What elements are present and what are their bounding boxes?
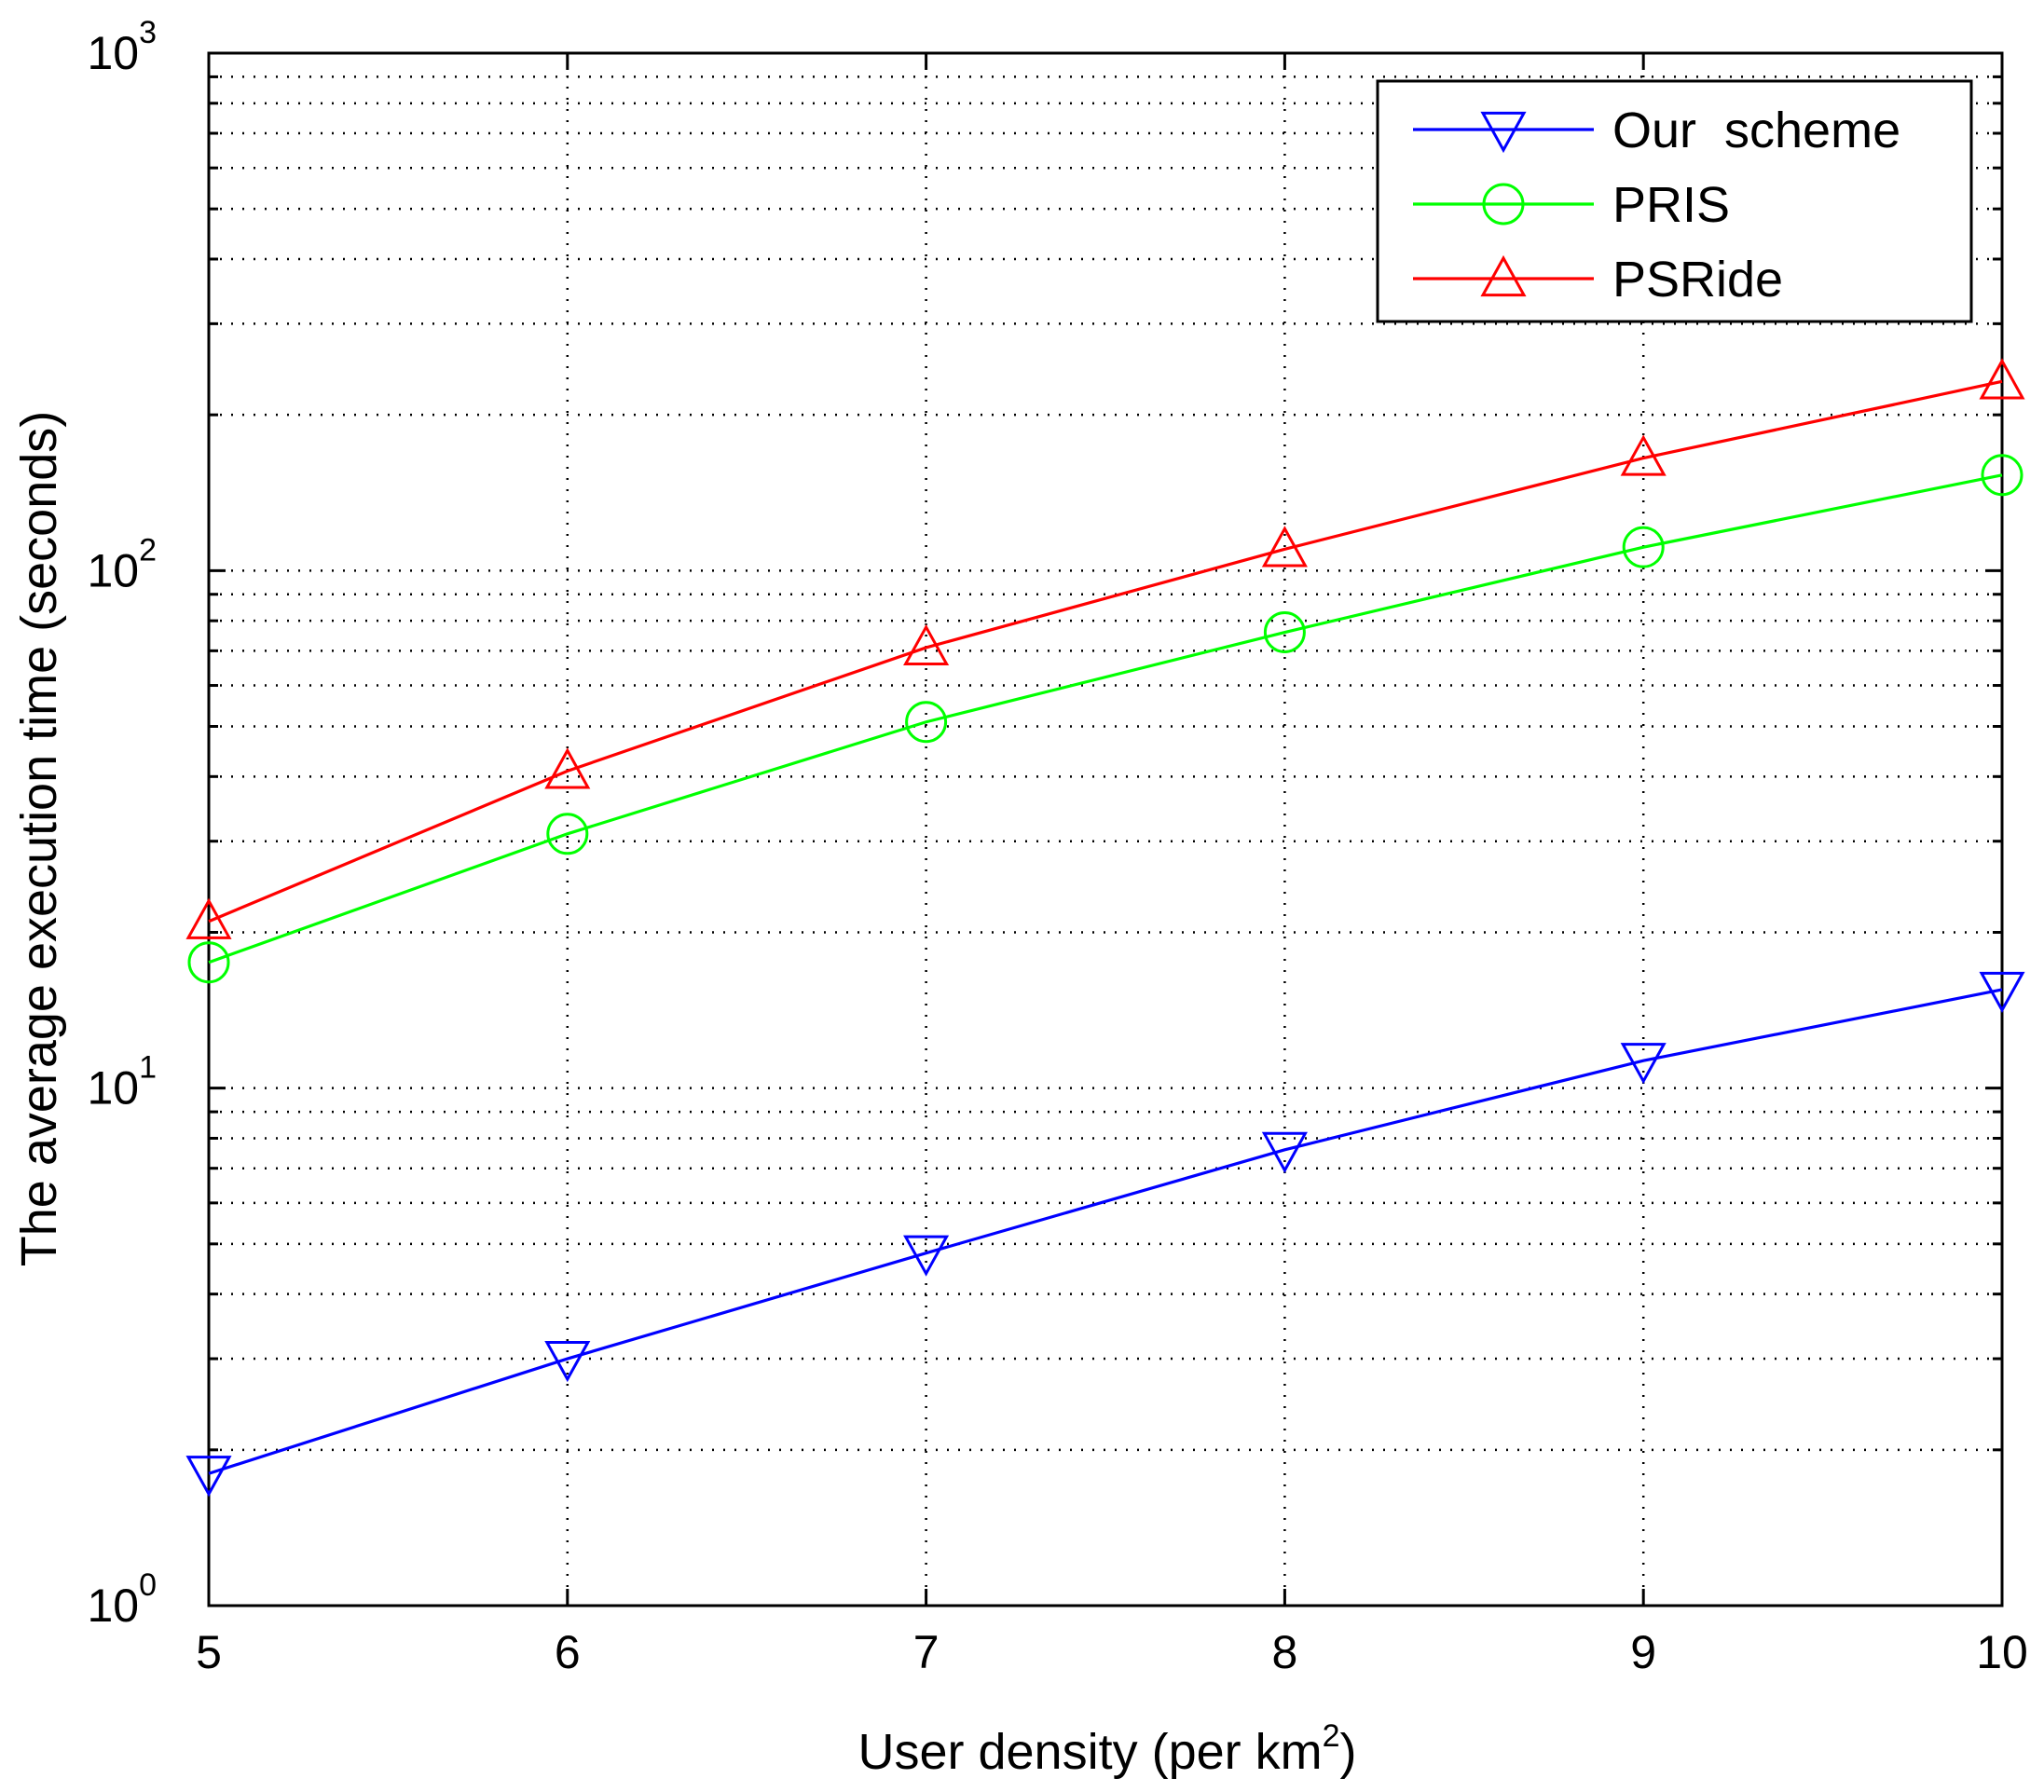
data-point bbox=[546, 813, 589, 855]
data-point bbox=[1979, 358, 2025, 400]
series-line bbox=[208, 988, 2003, 1475]
legend-marker bbox=[1480, 111, 1527, 154]
data-point bbox=[544, 747, 591, 789]
data-point bbox=[903, 623, 950, 666]
data-point bbox=[903, 1235, 950, 1277]
data-point bbox=[905, 701, 948, 744]
y-tick-label: 102 bbox=[87, 532, 157, 596]
y-tick-label: 101 bbox=[87, 1050, 157, 1115]
legend-label: Our scheme bbox=[1612, 103, 1900, 158]
series-our-scheme bbox=[185, 971, 2025, 1498]
series-line bbox=[208, 473, 2003, 964]
x-tick-label: 5 bbox=[196, 1626, 222, 1678]
x-tick-label: 7 bbox=[913, 1626, 940, 1678]
data-point bbox=[1979, 971, 2025, 1014]
axis-ticks: 5 6 7 8 9 10 100 101 102 103 bbox=[87, 15, 2027, 1678]
data-point bbox=[1622, 526, 1665, 568]
x-tick-label: 8 bbox=[1271, 1626, 1297, 1678]
series-psride bbox=[185, 358, 2025, 939]
data-point bbox=[185, 1456, 232, 1498]
legend-marker bbox=[1482, 183, 1525, 226]
series-layer bbox=[185, 358, 2025, 1498]
series-pris bbox=[187, 454, 2023, 984]
data-point bbox=[185, 897, 232, 939]
legend-label: PSRide bbox=[1612, 252, 1783, 308]
data-point bbox=[1620, 434, 1667, 476]
data-point bbox=[1620, 1043, 1667, 1085]
y-tick-label: 103 bbox=[87, 15, 157, 79]
x-tick-label: 6 bbox=[555, 1626, 581, 1678]
data-point bbox=[1981, 454, 2023, 497]
legend-label: PRIS bbox=[1612, 177, 1730, 233]
plot-frame bbox=[207, 51, 2004, 1607]
grid bbox=[209, 53, 2002, 1606]
y-tick-label: 100 bbox=[87, 1567, 157, 1632]
data-point bbox=[187, 941, 230, 984]
series-line bbox=[208, 379, 2003, 923]
legend: Our scheme PRIS PSRide bbox=[1376, 79, 1973, 323]
data-point bbox=[1261, 1131, 1308, 1173]
x-tick-label: 10 bbox=[1976, 1626, 2028, 1678]
x-axis-label: User density (per km2) bbox=[857, 1718, 1356, 1780]
data-point bbox=[1263, 611, 1306, 654]
legend-box bbox=[1376, 79, 1973, 323]
x-tick-label: 9 bbox=[1630, 1626, 1656, 1678]
data-point bbox=[544, 1340, 591, 1383]
legend-marker bbox=[1480, 254, 1527, 297]
y-axis-label: The average execution time (seconds) bbox=[11, 411, 67, 1266]
data-point bbox=[1261, 526, 1308, 568]
